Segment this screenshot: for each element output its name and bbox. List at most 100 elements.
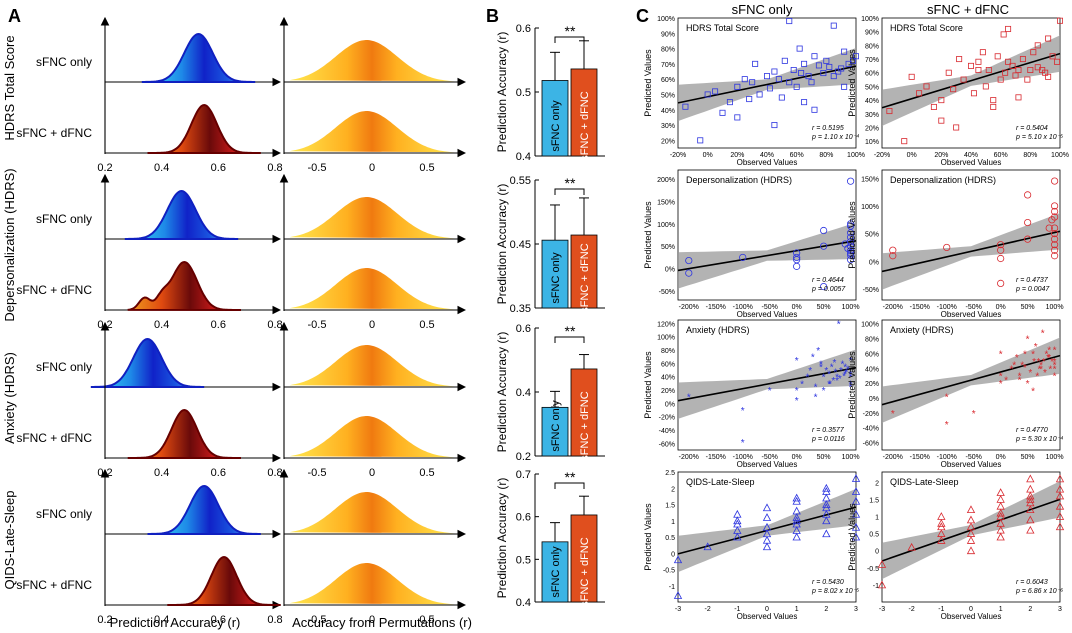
data-point [997, 254, 1005, 263]
y-tick-label: -0.5 [867, 566, 879, 573]
bar-ytick-label: 0.4 [516, 151, 531, 163]
data-point [937, 512, 946, 520]
data-point: * [768, 386, 772, 397]
data-point [851, 509, 861, 518]
bar-label: sFNC only [550, 546, 562, 598]
data-point: * [808, 366, 812, 377]
data-point [975, 58, 982, 65]
scatter-title: QIDS-Late-Sleep [686, 477, 755, 487]
scatter-ylabel: Predicted Values [643, 351, 653, 419]
x-tick-label: 1 [795, 606, 799, 613]
bar-label: sFNC only [550, 400, 562, 452]
x-tick-label: -200% [679, 304, 699, 311]
data-point: * [1048, 364, 1052, 375]
scatter-ylabel: Predicted Values [643, 201, 653, 269]
right-tick-label: -0.5 [308, 467, 327, 479]
x-tick-label: 1 [999, 606, 1003, 613]
panel-c-title-sfnc: sFNC only [732, 2, 793, 17]
x-tick-label: 0 [969, 606, 973, 613]
regression-line [677, 366, 857, 402]
scatter-title: HDRS Total Score [686, 23, 759, 33]
data-point [1051, 202, 1059, 210]
data-point [734, 114, 741, 121]
data-point [1000, 31, 1007, 38]
left-tick-label: 0.4 [154, 319, 169, 331]
data-point [771, 68, 778, 75]
bar-ytick-label: 0.6 [516, 323, 531, 335]
scatter-title: HDRS Total Score [890, 23, 963, 33]
data-point: * [849, 383, 853, 394]
bar-ytick-label: 0.4 [516, 597, 531, 609]
left-tick-label: 0.6 [211, 614, 226, 626]
data-point [990, 103, 997, 110]
data-point [801, 99, 808, 106]
data-point [775, 76, 782, 83]
x-tick-label: -200% [679, 454, 699, 461]
data-point [1055, 484, 1065, 493]
y-tick-label: 150% [861, 176, 879, 183]
data-point [1030, 49, 1037, 56]
x-tick-label: 50% [817, 454, 831, 461]
x-tick-label: 100% [842, 304, 860, 311]
left-tick-label: 0.8 [267, 319, 282, 331]
data-point [733, 526, 742, 534]
panel-c-scatters: -20% 0% 20% 40% 60% 80% 100%20%30%40%50%60%70%… [643, 16, 1069, 621]
data-point [734, 83, 741, 90]
data-point [764, 73, 771, 80]
data-point: * [1020, 361, 1024, 372]
data-point [1015, 67, 1022, 74]
data-point [960, 76, 967, 83]
data-point [1045, 35, 1052, 42]
data-point: * [999, 372, 1003, 383]
data-point [1027, 67, 1034, 74]
bar-ylabel: Prediction Accuracy (r) [495, 478, 509, 599]
y-tick-label: 60% [865, 71, 879, 78]
y-tick-label: 0% [665, 401, 675, 408]
x-tick-label: -2 [909, 606, 915, 613]
data-point: * [814, 393, 818, 404]
data-point [997, 76, 1004, 83]
data-point [820, 226, 828, 235]
data-point [1045, 224, 1053, 232]
data-point [771, 122, 778, 129]
data-point [762, 535, 772, 544]
x-tick-label: 0% [792, 304, 802, 311]
stat-p: p = 5.30 x 10⁻⁴ [1015, 436, 1063, 443]
data-point [838, 65, 845, 72]
bar-label: sFNC + dFNC [579, 243, 591, 312]
data-point: * [1050, 357, 1054, 368]
data-point [741, 76, 748, 83]
data-point [790, 67, 797, 74]
y-tick-label: 0% [665, 267, 675, 274]
data-point: * [811, 353, 815, 364]
data-point [908, 73, 915, 80]
y-tick-label: 80% [865, 43, 879, 50]
data-point [996, 532, 1005, 541]
y-tick-label: 2.5 [665, 470, 675, 477]
y-tick-label: 20% [661, 138, 675, 145]
x-tick-label: -50% [966, 454, 982, 461]
data-point [1048, 216, 1056, 224]
data-point [762, 522, 772, 531]
data-point: * [1004, 375, 1008, 386]
data-point: * [828, 379, 832, 390]
x-tick-label: -200% [883, 454, 903, 461]
data-point [985, 67, 992, 74]
y-tick-label: 2 [671, 486, 675, 493]
panel-b-bars: 0.4 0.5 0.6 Prediction Accuracy (r) sFNC onl… [495, 23, 605, 609]
x-tick-label: -100% [937, 454, 957, 461]
bar-ylabel: Prediction Accuracy (r) [495, 332, 509, 453]
x-tick-label: 50% [1021, 304, 1035, 311]
data-point [937, 518, 946, 527]
y-tick-label: 1 [875, 514, 879, 521]
x-tick-label: 60% [994, 152, 1008, 159]
data-point: * [1045, 349, 1049, 360]
x-tick-label: -3 [879, 606, 885, 613]
x-tick-label: 20% [730, 152, 744, 159]
bar-sfnc [541, 80, 569, 157]
stat-r: r = 0.3577 [812, 427, 845, 434]
outcome-label-depersonalization: Depersonalization (HDRS) [2, 168, 17, 321]
x-tick-label: 0 [765, 606, 769, 613]
outcome-label-qids: QIDS-Late-Sleep [2, 491, 17, 590]
